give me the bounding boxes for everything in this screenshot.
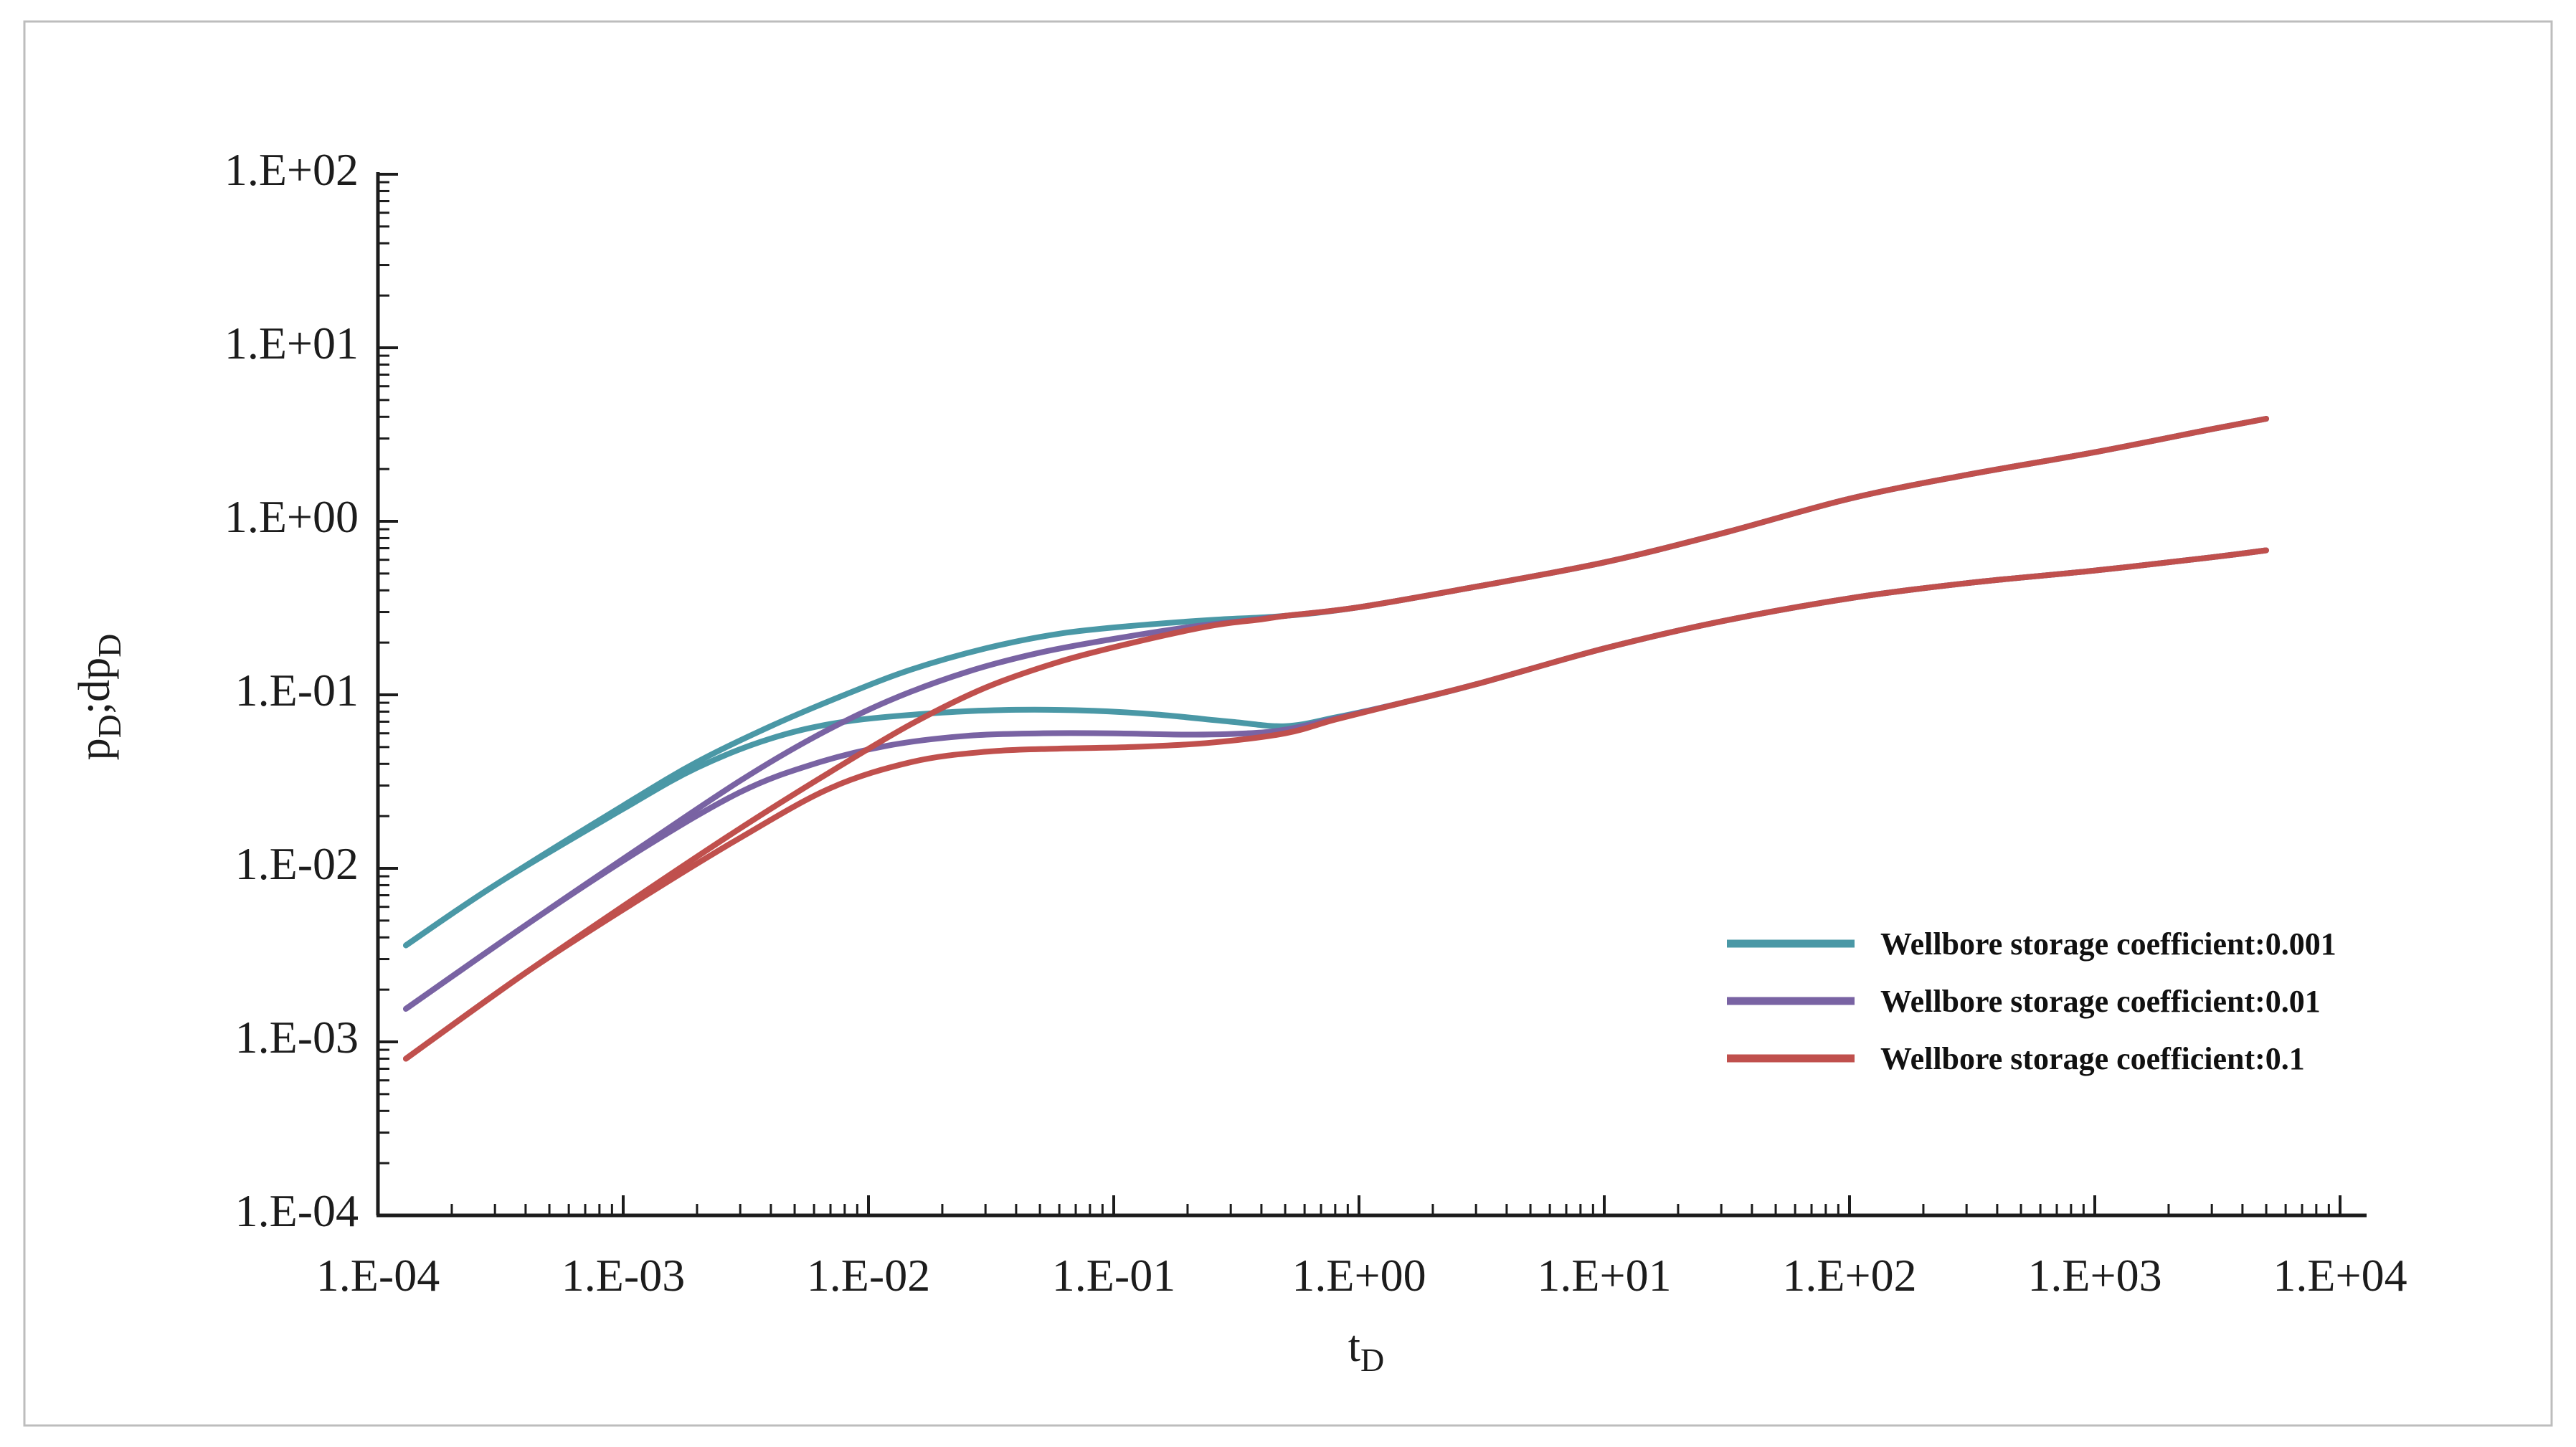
- curve-pD-C0.01: [403, 416, 2269, 1012]
- legend: Wellbore storage coefficient:0.001 Wellb…: [1727, 926, 2336, 1076]
- y-tick-label: 1.E+02: [224, 144, 359, 195]
- legend-item-label: Wellbore storage coefficient:0.001: [1880, 926, 2336, 962]
- x-tick-label: 1.E-01: [1052, 1250, 1175, 1301]
- y-tick-label: 1.E+01: [224, 318, 359, 369]
- x-tick-label: 1.E-03: [562, 1250, 685, 1301]
- x-tick-label: 1.E+04: [2273, 1250, 2407, 1301]
- curve-pD-C0.1: [403, 416, 2269, 1062]
- x-axis-title: tD: [1348, 1322, 1384, 1378]
- y-tick-label: 1.E+00: [224, 491, 359, 542]
- x-tick-label: 1.E+01: [1537, 1250, 1671, 1301]
- figure-border: [23, 20, 2553, 1427]
- x-tick-label: 1.E+00: [1292, 1250, 1426, 1301]
- x-tick-label: 1.E-04: [316, 1250, 440, 1301]
- y-tick-label: 1.E-04: [235, 1185, 359, 1236]
- y-tick-label: 1.E-01: [235, 665, 359, 716]
- curves-layer: [403, 416, 2269, 1062]
- x-tick-label: 1.E-02: [807, 1250, 930, 1301]
- legend-item-label: Wellbore storage coefficient:0.1: [1880, 1041, 2305, 1076]
- x-tick-label: 1.E+02: [1782, 1250, 1916, 1301]
- legend-item: Wellbore storage coefficient:0.01: [1727, 984, 2321, 1019]
- y-tick-label: 1.E-03: [235, 1012, 359, 1063]
- legend-item-label: Wellbore storage coefficient:0.01: [1880, 984, 2321, 1019]
- y-axis-title: pD;dpD: [70, 634, 128, 761]
- legend-item: Wellbore storage coefficient:0.1: [1727, 1041, 2305, 1076]
- curve-dpD-C0.1: [403, 547, 2269, 1062]
- x-tick-label: 1.E+03: [2027, 1250, 2161, 1301]
- y-tick-label: 1.E-02: [235, 838, 359, 889]
- axes-layer: 1.E-04 1.E-03 1.E-02 1.E-01 1.E+00 1.E+01 1.E+…: [224, 144, 2407, 1301]
- legend-item: Wellbore storage coefficient:0.001: [1727, 926, 2336, 962]
